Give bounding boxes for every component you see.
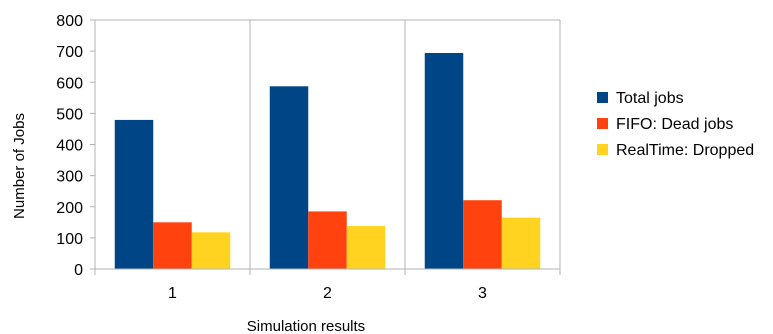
axes-layer — [90, 19, 561, 275]
bar-realtime-dropped-3 — [501, 217, 541, 269]
x-tick-label: 1 — [168, 285, 177, 302]
bar-realtime-dropped-2 — [346, 226, 386, 269]
x-tick-labels: 1 2 3 — [168, 285, 487, 302]
y-tick-label: 800 — [56, 13, 83, 30]
legend-label: RealTime: Dropped — [616, 142, 754, 159]
legend-swatch — [597, 118, 608, 129]
bar-fifo-dead-jobs-3 — [463, 200, 502, 269]
y-tick-label: 600 — [56, 75, 83, 92]
bar-realtime-dropped-1 — [191, 232, 231, 269]
y-tick-label: 400 — [56, 138, 83, 155]
y-tick-label: 0 — [74, 262, 83, 279]
y-tick-label: 100 — [56, 231, 83, 248]
legend-swatch — [597, 144, 608, 155]
bar-total-jobs-3 — [424, 52, 464, 270]
y-tick-labels: 0 100 200 300 400 500 600 700 800 — [56, 13, 83, 279]
legend: Total jobs FIFO: Dead jobs RealTime: Dropp… — [597, 90, 754, 159]
legend-label: Total jobs — [616, 90, 684, 107]
y-tick-label: 500 — [56, 106, 83, 123]
legend-swatch — [597, 92, 608, 103]
legend-label: FIFO: Dead jobs — [616, 116, 733, 133]
x-axis-title: Simulation results — [247, 318, 365, 334]
y-tick-label: 200 — [56, 200, 83, 217]
bar-fifo-dead-jobs-2 — [308, 211, 347, 269]
bar-total-jobs-2 — [269, 86, 309, 269]
bar-fifo-dead-jobs-1 — [153, 222, 192, 269]
y-axis-title: Number of Jobs — [11, 113, 28, 219]
bar-total-jobs-1 — [114, 119, 154, 269]
y-tick-label: 700 — [56, 44, 83, 61]
x-tick-label: 2 — [323, 285, 332, 302]
y-tick-label: 300 — [56, 169, 83, 186]
bars-layer — [114, 52, 541, 270]
x-tick-label: 3 — [478, 285, 487, 302]
